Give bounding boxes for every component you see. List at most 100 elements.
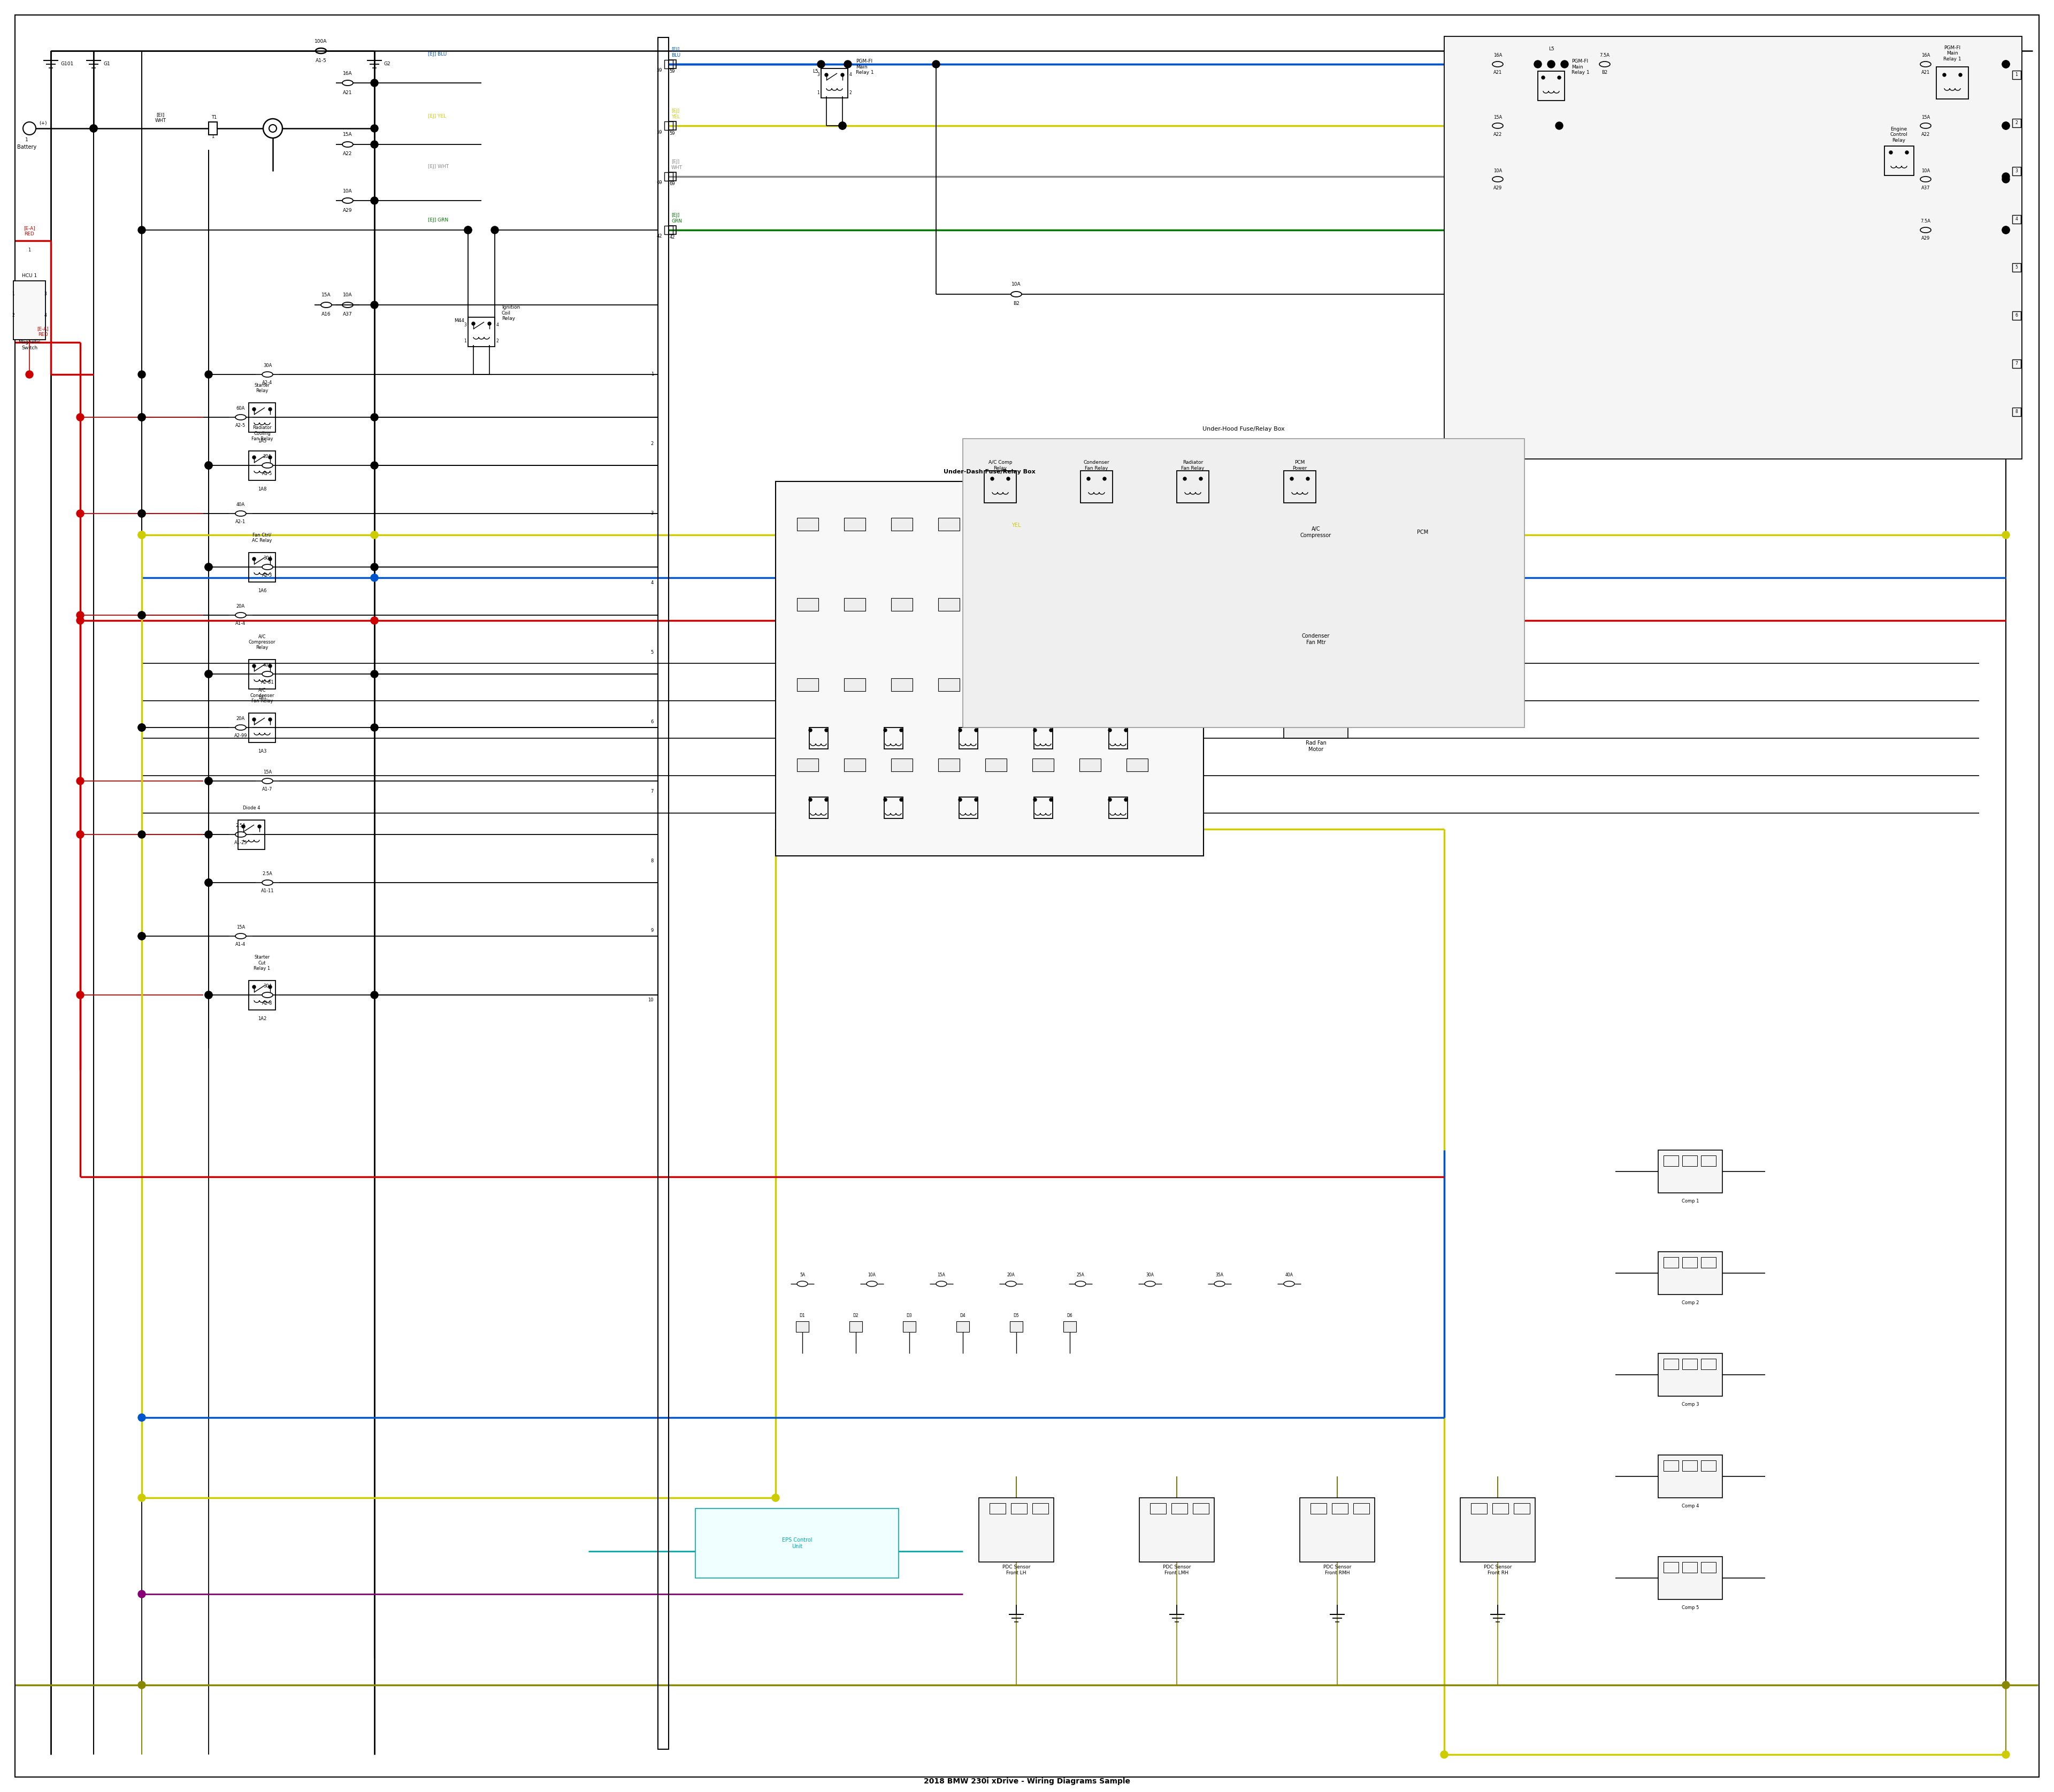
Circle shape <box>138 932 146 939</box>
Text: 20A: 20A <box>263 455 271 459</box>
Text: D2: D2 <box>852 1314 859 1319</box>
Text: 1A3: 1A3 <box>257 749 267 754</box>
Text: PDC Sensor
Front RMH: PDC Sensor Front RMH <box>1323 1564 1352 1575</box>
Circle shape <box>464 226 472 233</box>
Circle shape <box>25 371 33 378</box>
Text: A1-5: A1-5 <box>316 57 327 63</box>
Circle shape <box>1543 75 1545 79</box>
Text: 6: 6 <box>651 720 653 724</box>
Circle shape <box>138 1590 146 1598</box>
Bar <box>891 758 912 771</box>
Bar <box>850 1321 863 1331</box>
Bar <box>14 281 45 340</box>
Circle shape <box>883 729 887 731</box>
Bar <box>2013 215 2021 224</box>
Circle shape <box>205 991 212 998</box>
Text: Condenser
Fan Mtr: Condenser Fan Mtr <box>1302 633 1329 645</box>
Text: 1: 1 <box>25 138 29 143</box>
Circle shape <box>269 665 271 668</box>
Bar <box>1884 145 1914 176</box>
Bar <box>1331 1503 1347 1514</box>
Circle shape <box>253 986 255 989</box>
Text: [EJ]
GRN: [EJ] GRN <box>672 213 682 224</box>
Bar <box>1682 1563 1697 1573</box>
Text: 16A: 16A <box>343 72 353 75</box>
Text: A29: A29 <box>1920 237 1931 240</box>
Bar <box>1033 797 1052 819</box>
Bar <box>1109 797 1128 819</box>
Text: 2: 2 <box>651 441 653 446</box>
Text: 4: 4 <box>2015 217 2017 222</box>
Circle shape <box>253 557 255 561</box>
Bar <box>1514 1503 1530 1514</box>
Text: 5: 5 <box>651 650 653 656</box>
Bar <box>2013 118 2021 127</box>
Bar <box>2013 360 2021 367</box>
Bar <box>696 1509 900 1579</box>
Text: 1: 1 <box>651 373 653 376</box>
Circle shape <box>1200 477 1202 480</box>
Text: 16A: 16A <box>1920 54 1931 57</box>
Bar <box>1033 518 1054 530</box>
Text: A/C
Compressor
Relay: A/C Compressor Relay <box>249 634 275 650</box>
Text: 8: 8 <box>2015 410 2017 414</box>
Bar <box>990 1503 1006 1514</box>
Circle shape <box>1906 151 1908 154</box>
Text: HCU 1: HCU 1 <box>23 272 37 278</box>
Circle shape <box>138 509 146 518</box>
Text: [EJ]
BLU: [EJ] BLU <box>672 47 680 57</box>
Bar <box>1080 599 1101 611</box>
Circle shape <box>205 371 212 378</box>
Circle shape <box>838 122 846 129</box>
Circle shape <box>269 407 271 410</box>
Text: 40A: 40A <box>263 663 271 668</box>
Text: 16A: 16A <box>1493 54 1501 57</box>
Bar <box>1150 1503 1167 1514</box>
Text: A37: A37 <box>1920 185 1931 190</box>
Bar <box>249 713 275 742</box>
Circle shape <box>205 991 212 998</box>
Circle shape <box>2003 122 2009 129</box>
Bar <box>1354 1503 1370 1514</box>
Text: 7.5A: 7.5A <box>1920 219 1931 224</box>
Text: PDC Sensor
Front LH: PDC Sensor Front LH <box>1002 1564 1031 1575</box>
Text: 1: 1 <box>29 247 31 253</box>
Text: 1: 1 <box>12 292 14 297</box>
Text: 15A: 15A <box>1493 115 1501 120</box>
Circle shape <box>370 991 378 998</box>
Circle shape <box>370 563 378 572</box>
Circle shape <box>23 122 35 134</box>
Bar <box>1682 1358 1697 1369</box>
Circle shape <box>138 1414 146 1421</box>
Bar <box>797 1321 809 1331</box>
Text: 7.5A: 7.5A <box>1600 54 1610 57</box>
Bar <box>670 172 676 181</box>
Circle shape <box>1183 477 1187 480</box>
Bar <box>939 679 959 692</box>
Bar <box>1284 588 1347 631</box>
Text: A21: A21 <box>1920 70 1931 75</box>
Circle shape <box>370 573 378 581</box>
Text: 30A: 30A <box>1146 1272 1154 1278</box>
Text: 10A: 10A <box>1920 168 1931 174</box>
Bar <box>1664 1358 1678 1369</box>
Circle shape <box>1943 73 1945 77</box>
Circle shape <box>1555 122 1563 129</box>
Circle shape <box>2003 530 2009 539</box>
Bar <box>1310 1503 1327 1514</box>
Text: 10: 10 <box>647 998 653 1004</box>
Text: PGM-FI
Main
Relay 1: PGM-FI Main Relay 1 <box>1571 59 1590 75</box>
Circle shape <box>1087 477 1091 480</box>
Bar <box>797 679 817 692</box>
Text: PGM-FI
Main
Relay 1: PGM-FI Main Relay 1 <box>857 59 873 75</box>
Circle shape <box>1890 151 1892 154</box>
Bar <box>959 797 978 819</box>
Circle shape <box>2003 172 2009 181</box>
Bar <box>1444 36 2021 459</box>
Text: EPS Control
Unit: EPS Control Unit <box>783 1538 811 1548</box>
Text: A/C
Condenser
Fan Relay: A/C Condenser Fan Relay <box>251 688 275 704</box>
Bar <box>1664 1563 1678 1573</box>
Circle shape <box>809 729 811 731</box>
Text: L5: L5 <box>1549 47 1555 52</box>
Bar <box>797 518 817 530</box>
